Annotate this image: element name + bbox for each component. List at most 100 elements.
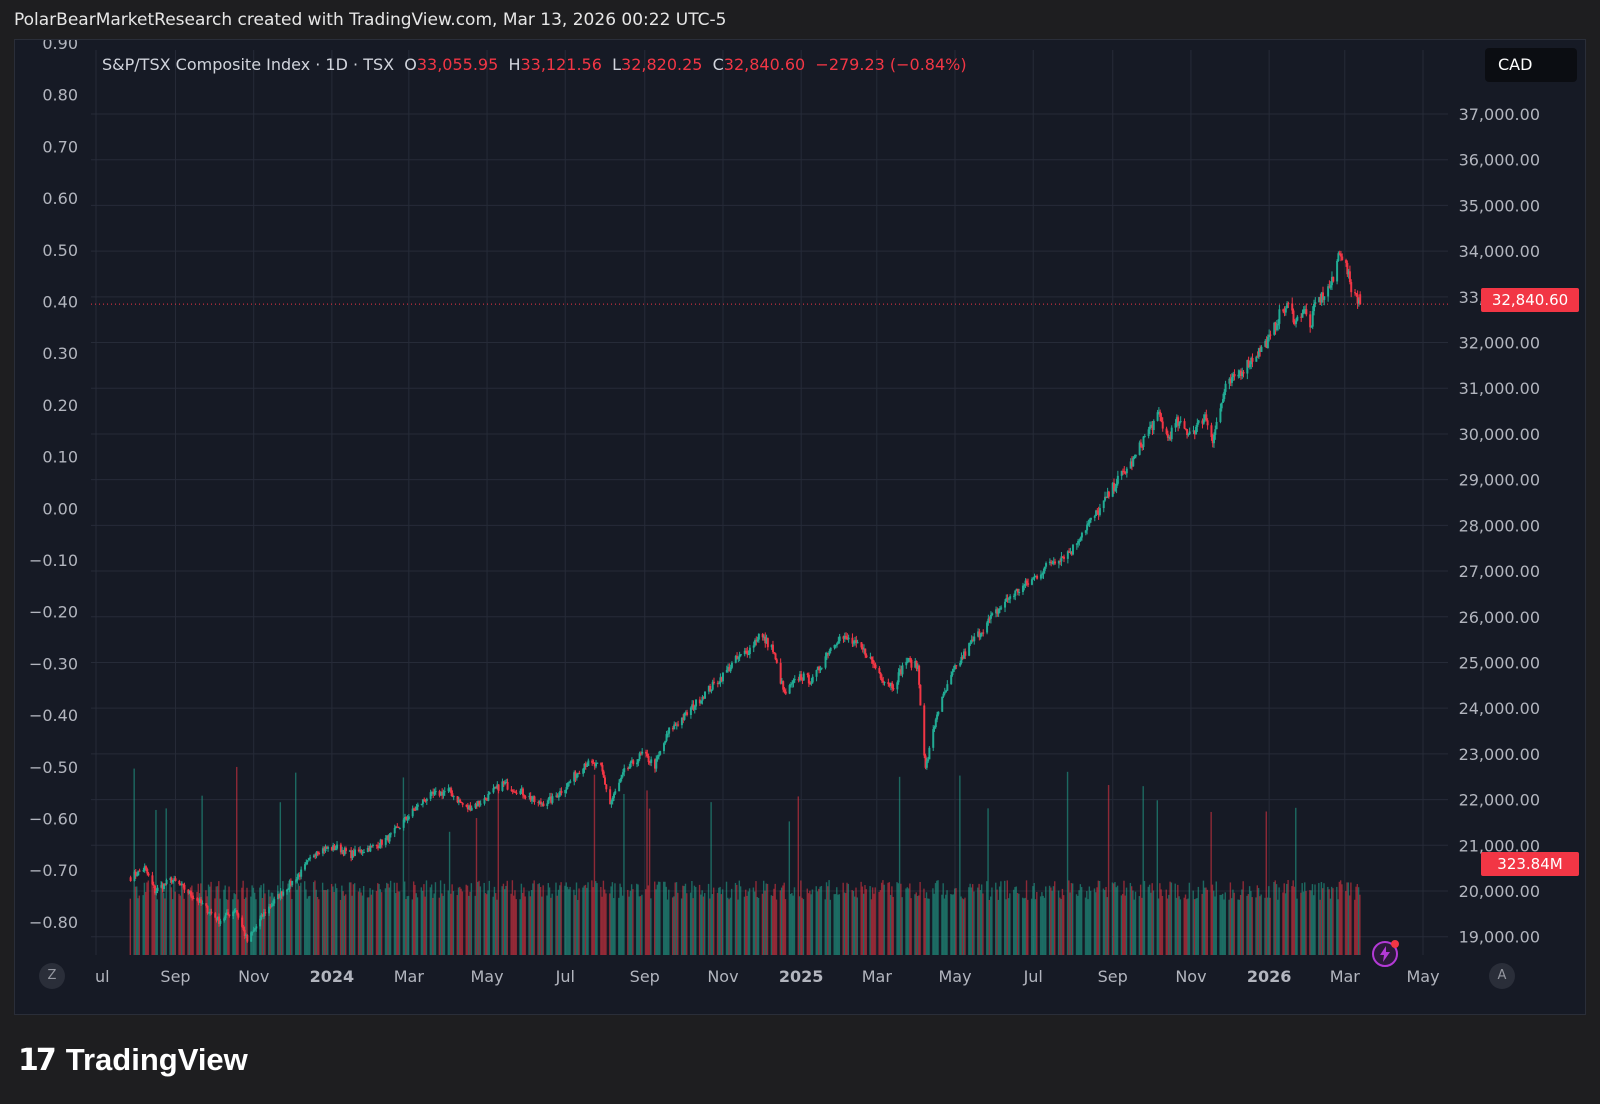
volume-bar [630,884,633,955]
volume-bar [991,887,993,955]
candle-body [578,772,581,774]
volume-bar [406,896,408,955]
candle-body [548,796,551,799]
candle-body [680,717,683,726]
time-axis: ul Sep Nov 2024 Mar May Jul Sep Nov 2025 Mar May Jul… [95,967,1440,986]
volume-bar [704,893,706,955]
volume-bar [1157,898,1160,955]
volume-bar [402,777,405,955]
symbol-title[interactable]: S&P/TSX Composite Index · 1D · TSX [102,55,395,74]
right-axis-tick: 25,000.00 [1459,653,1540,672]
candle-body [339,844,342,853]
volume-bar [1129,882,1132,955]
volume-bar [1124,895,1126,955]
tradingview-logo[interactable]: 17 TradingView [18,1042,248,1078]
candle-body [396,826,399,828]
candle-body [333,845,336,850]
candle-body [1148,426,1151,430]
volume-bar [1196,897,1198,955]
candle-body [469,805,472,811]
volume-bar [645,889,647,955]
volume-bar [1169,881,1171,955]
time-axis-label: ul [95,967,110,986]
candle-body [555,795,558,797]
volume-bar [982,893,984,955]
volume-bar [1204,887,1206,955]
candle-body [291,880,294,886]
candle-body [1195,426,1198,435]
candle-body [369,845,372,852]
volume-bar [362,886,365,955]
volume-bar [1114,882,1116,955]
candle-body [686,712,689,715]
candle-body [1059,561,1062,563]
volume-bar [691,881,693,955]
volume-bar [1023,898,1025,955]
volume-bar [1211,884,1214,955]
candle-body [587,760,590,766]
volume-bar [1148,884,1151,955]
volume-bar [448,831,451,955]
volume-bar [1296,898,1298,955]
right-axis-tick: 37,000.00 [1459,105,1540,124]
volume-bar [1323,883,1325,955]
candle-body [539,801,542,805]
lightning-alert-icon[interactable] [1371,940,1399,968]
candle-body [1166,433,1169,438]
candle-body [1268,334,1271,338]
volume-bar [270,892,273,955]
candle-body [577,772,580,774]
volume-bar [671,897,674,955]
price-chart[interactable]: 0.90 0.80 0.70 0.60 0.50 0.40 0.30 0.20 0.10 0.00… [15,40,1587,1016]
candle-body [342,850,345,855]
volume-bar [654,881,656,955]
volume-bar [716,892,719,955]
candle-body [987,618,990,623]
volume-bar [361,895,364,955]
candle-body [664,740,667,744]
volume-bar [442,895,444,955]
zoom-button[interactable]: Z [39,963,65,989]
volume-bar [1305,891,1307,955]
volume-bar [612,898,615,955]
volume-bar [683,886,685,955]
candle-body [943,692,946,694]
chart-panel[interactable]: 0.90 0.80 0.70 0.60 0.50 0.40 0.30 0.20 0.10 0.00… [14,39,1586,1015]
volume-bar [1273,881,1275,955]
volume-bar [457,887,460,955]
candle-body [1347,271,1350,275]
candle-body [1061,556,1064,558]
volume-bar [1121,893,1124,955]
volume-bar [452,891,455,955]
candle-body [657,754,660,757]
candle-body [1032,578,1035,580]
symbol-legend[interactable]: S&P/TSX Composite Index · 1D · TSX O33,0… [102,55,967,74]
auto-scale-button[interactable]: A [1489,963,1515,989]
time-axis-label: Nov [1175,967,1206,986]
candle-body [359,849,362,852]
volume-bar [969,883,971,955]
candle-body [233,911,236,913]
volume-bar [647,885,649,955]
volume-bar [1043,897,1046,955]
volume-bar [539,886,542,955]
volume-bar [829,899,832,955]
volume-bar [1214,896,1216,955]
candle-body [227,912,230,915]
candle-body [451,793,454,797]
volume-bar [1098,880,1101,955]
volume-bar [236,766,238,955]
volume-bar [1359,894,1361,955]
volume-bar [496,899,498,955]
candle-body [1329,285,1332,288]
currency-button[interactable]: CAD [1485,48,1577,82]
volume-bar [1097,880,1100,955]
candle-body [916,665,919,669]
volume-bar [655,889,657,955]
candle-body [575,773,578,779]
volume-bar [727,897,729,955]
candle-body [932,729,935,748]
volume-bar [273,898,275,955]
candle-body [1006,598,1009,600]
volume-bar [379,889,382,955]
